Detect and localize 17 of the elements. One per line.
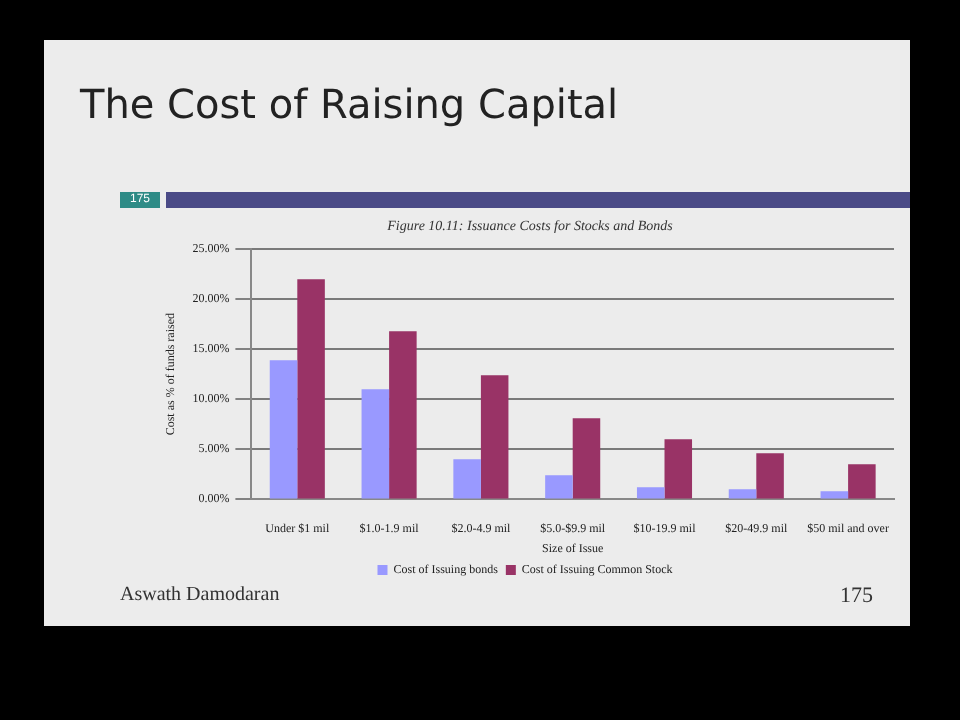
bar: [480, 375, 509, 499]
bar: [453, 459, 481, 499]
bar: [820, 491, 849, 499]
bar: [572, 418, 601, 499]
bar: [848, 464, 876, 499]
bar: [269, 360, 298, 499]
bar: [297, 279, 325, 499]
text: 175: [840, 584, 873, 608]
chart-title: The Cost of Raising Capital: [80, 80, 619, 128]
text: Aswath Damodaran: [120, 584, 280, 606]
bar: [361, 389, 390, 499]
bar: [664, 439, 693, 499]
bar: [756, 453, 784, 499]
bar: [545, 475, 573, 499]
bar: [728, 489, 757, 499]
bar: [636, 487, 665, 499]
bar: [389, 331, 417, 499]
